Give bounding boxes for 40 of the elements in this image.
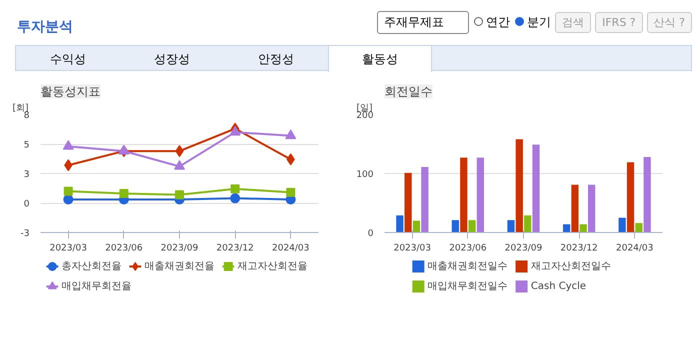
legend-label: 재고자산회전일수 xyxy=(530,261,611,272)
x-tick-label: 2023/12 xyxy=(560,244,598,254)
legend-label: 매출채권회전율 xyxy=(144,261,215,272)
text: 검색 xyxy=(555,12,592,34)
y-tick-label: 100 xyxy=(356,170,374,180)
text: 투자분석 xyxy=(17,18,73,37)
text: 산식 ? xyxy=(646,12,692,34)
chart-title: 회전일수 xyxy=(384,84,432,98)
x-tick-label: 2023/06 xyxy=(105,244,143,254)
chart-title: 활동성지표 xyxy=(40,84,100,98)
x-tick-label: 2023/12 xyxy=(216,244,254,254)
legend-label: Cash Cycle xyxy=(530,281,586,292)
text: 분기 xyxy=(526,14,552,31)
text: 활동성 xyxy=(328,45,432,72)
legend-label: 매입채무회전일수 xyxy=(428,281,508,292)
text: IFRS ? xyxy=(595,12,643,34)
text: 수익성 xyxy=(49,51,87,68)
x-tick-label: 2023/06 xyxy=(449,244,487,254)
y-axis-title: [일] xyxy=(356,104,373,114)
x-tick-label: 2024/03 xyxy=(272,244,310,254)
x-tick-label: 2023/09 xyxy=(504,244,542,254)
y-tick-label: 3 xyxy=(24,170,30,180)
x-tick-label: 2024/03 xyxy=(616,244,654,254)
y-tick-label: 5 xyxy=(24,140,30,150)
text: 안정성 xyxy=(257,51,295,68)
y-tick-label: 0 xyxy=(368,229,374,239)
text: 주재무제표 xyxy=(377,11,470,34)
legend-label: 총자산회전율 xyxy=(62,261,122,272)
x-tick-label: 2023/03 xyxy=(50,244,87,254)
y-tick-label: 200 xyxy=(356,111,374,121)
text: 연간 xyxy=(485,14,510,31)
y-tick-label: 0 xyxy=(24,200,30,210)
text: 성장성 xyxy=(153,51,191,68)
legend-label: 매입채무회전율 xyxy=(62,281,132,292)
x-tick-label: 2023/03 xyxy=(394,244,431,254)
y-tick-label: -3 xyxy=(20,229,30,239)
y-tick-label: 8 xyxy=(24,111,30,121)
x-tick-label: 2023/09 xyxy=(160,244,198,254)
legend-label: 재고자산회전율 xyxy=(238,261,308,272)
legend-label: 매출채권회전일수 xyxy=(428,261,508,272)
